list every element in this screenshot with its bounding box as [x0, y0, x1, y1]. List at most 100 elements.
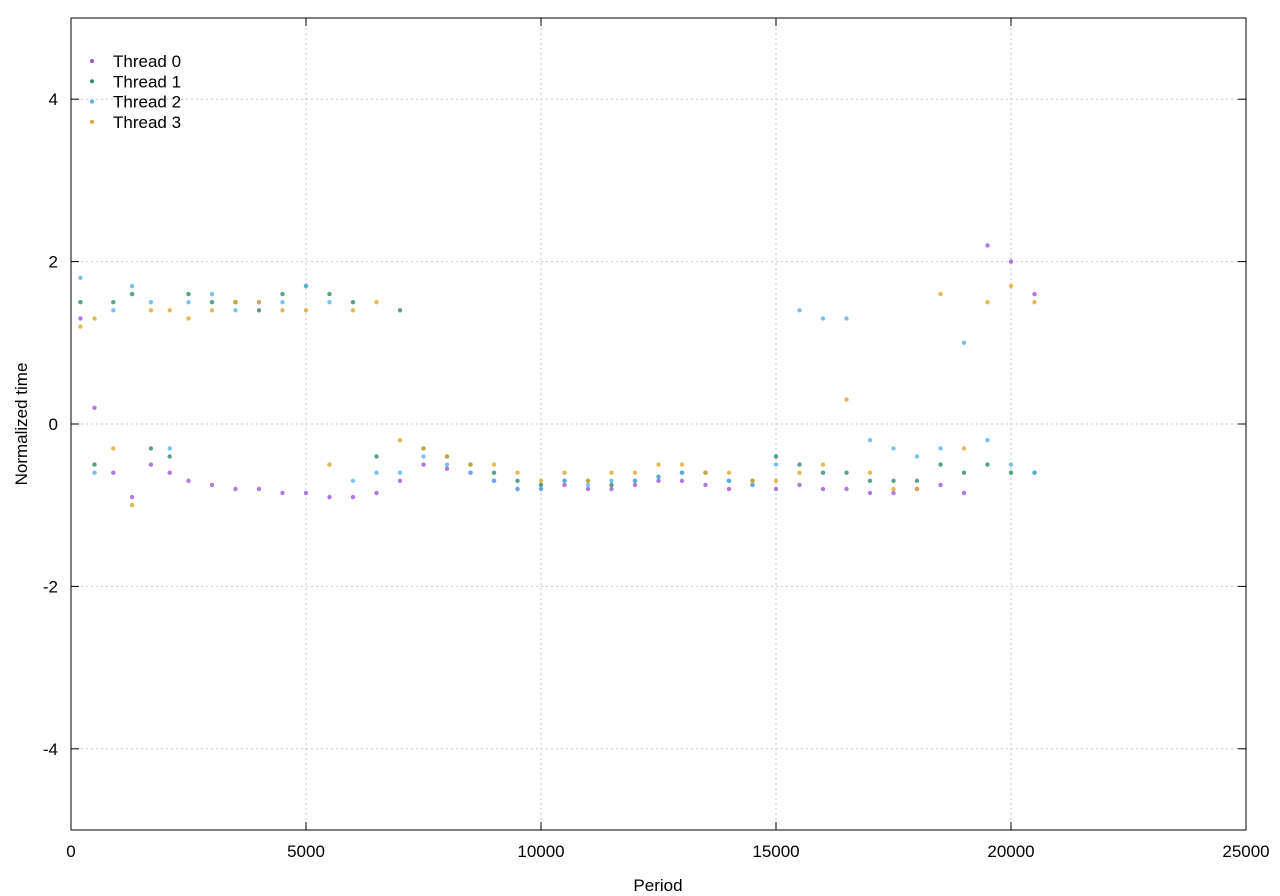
x-tick-label: 25000 — [1222, 842, 1269, 861]
data-point — [515, 486, 520, 492]
data-point — [562, 470, 567, 475]
data-point — [148, 446, 154, 451]
data-point — [111, 446, 116, 451]
y-tick-label: -4 — [43, 740, 58, 759]
data-point — [233, 300, 238, 305]
data-point — [280, 490, 285, 496]
data-point — [773, 462, 779, 467]
data-point — [209, 291, 215, 297]
data-point — [632, 482, 638, 488]
legend-swatch — [90, 99, 94, 104]
data-point — [303, 490, 309, 496]
data-point — [703, 482, 708, 488]
data-point — [209, 308, 215, 313]
legend-swatch — [90, 79, 94, 84]
data-point — [129, 494, 135, 500]
data-point — [985, 300, 990, 305]
data-point — [773, 478, 779, 483]
data-point — [891, 486, 896, 492]
data-point — [891, 446, 896, 451]
data-point — [233, 308, 238, 313]
data-point — [491, 478, 497, 483]
data-point — [515, 470, 520, 475]
data-point — [914, 486, 920, 492]
data-point — [468, 470, 473, 475]
data-point — [374, 454, 379, 459]
data-point — [985, 462, 990, 467]
data-point — [562, 478, 567, 483]
data-point — [209, 300, 215, 305]
data-point — [609, 486, 614, 492]
data-point — [303, 283, 309, 289]
y-tick-label: 0 — [49, 415, 58, 434]
data-point — [350, 494, 356, 500]
data-point — [867, 490, 873, 496]
x-tick-label: 5000 — [287, 842, 325, 861]
data-point — [111, 308, 116, 313]
data-point — [421, 454, 426, 459]
data-point — [938, 446, 943, 451]
data-point — [92, 462, 97, 467]
data-point — [750, 482, 755, 488]
series-1 — [78, 283, 1037, 488]
data-point — [938, 482, 943, 488]
data-point — [609, 470, 614, 475]
data-point — [656, 462, 661, 467]
data-point — [891, 490, 896, 496]
data-point — [421, 446, 426, 451]
data-point — [1032, 291, 1037, 297]
data-point — [538, 482, 544, 488]
y-tick-label: -2 — [43, 577, 58, 596]
data-point — [186, 300, 191, 305]
data-point — [209, 482, 215, 488]
data-point — [562, 482, 567, 488]
legend-label: Thread 1 — [113, 72, 181, 91]
data-point — [374, 470, 379, 475]
data-point — [491, 462, 497, 467]
data-point — [129, 291, 135, 297]
data-point — [679, 478, 685, 483]
data-point — [679, 462, 685, 467]
x-tick-label: 15000 — [752, 842, 799, 861]
data-point — [111, 300, 116, 305]
grid-lines — [71, 18, 1246, 830]
data-point — [186, 478, 191, 483]
data-point — [233, 486, 238, 492]
data-point — [914, 454, 920, 459]
data-point — [938, 462, 943, 467]
data-point — [726, 486, 732, 492]
data-point — [773, 454, 779, 459]
data-point — [167, 470, 172, 475]
data-point — [797, 308, 802, 313]
data-point — [92, 470, 97, 475]
data-point — [585, 486, 591, 492]
data-point — [280, 308, 285, 313]
data-point — [797, 482, 802, 488]
data-point — [985, 438, 990, 443]
legend-swatch — [90, 59, 94, 63]
y-tick-label: 2 — [49, 253, 58, 272]
data-point — [148, 308, 154, 313]
data-point — [867, 470, 873, 475]
data-point — [820, 462, 826, 467]
data-point — [167, 308, 172, 313]
data-points — [78, 243, 1037, 508]
data-point — [78, 316, 83, 321]
data-point — [327, 462, 332, 467]
y-axis-label: Normalized time — [12, 363, 31, 486]
x-tick-label: 10000 — [517, 842, 564, 861]
data-point — [468, 462, 473, 467]
data-point — [167, 454, 172, 459]
data-point — [350, 308, 356, 313]
data-point — [844, 486, 849, 492]
series-2 — [78, 275, 1037, 492]
data-point — [773, 486, 779, 492]
data-point — [256, 308, 262, 313]
data-point — [374, 300, 379, 305]
data-point — [961, 340, 967, 345]
legend-label: Thread 0 — [113, 52, 181, 71]
data-point — [961, 446, 967, 451]
data-point — [444, 466, 450, 471]
